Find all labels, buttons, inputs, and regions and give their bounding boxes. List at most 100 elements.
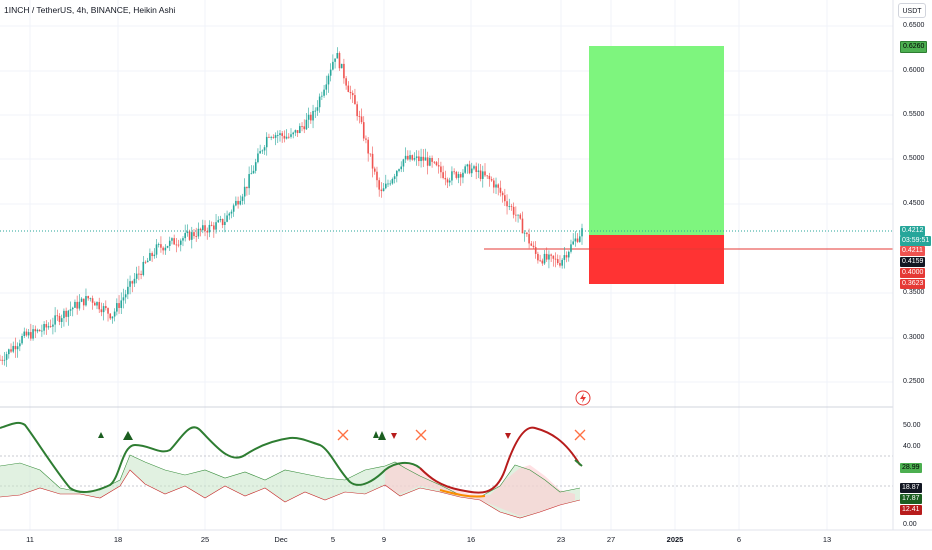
candle-body: [424, 157, 427, 161]
candle-body: [23, 331, 26, 337]
candle-body: [38, 329, 41, 332]
last-price-badge: 0.4212: [900, 226, 926, 236]
candle-body: [140, 273, 142, 275]
candle-body: [384, 183, 387, 189]
candle-body: [111, 316, 114, 319]
candle-body: [52, 324, 54, 327]
candle-body: [543, 253, 546, 264]
candle-body: [210, 224, 213, 226]
candle-body: [581, 228, 583, 237]
candle-body: [0, 359, 1, 361]
candle-body: [54, 315, 56, 325]
candle-body: [508, 206, 511, 207]
candle-body: [407, 155, 409, 160]
candle-body: [486, 175, 489, 177]
candle-body: [464, 166, 466, 173]
candle-body: [12, 345, 15, 352]
candle-body: [268, 136, 270, 138]
indicator-value-badge: 17.87: [900, 494, 922, 504]
candle-body: [265, 136, 268, 148]
candle-body: [376, 171, 378, 181]
candle-body: [532, 245, 535, 248]
candle-body: [49, 326, 52, 327]
candle-body: [349, 91, 352, 94]
candle-body: [202, 225, 204, 231]
price-label: 0.3500: [903, 289, 925, 296]
candle-body: [358, 116, 361, 117]
candle-body: [415, 156, 418, 159]
candle-body: [21, 336, 23, 344]
candle-body: [504, 195, 506, 202]
orange-segment: [439, 489, 486, 498]
candle-body: [426, 157, 429, 166]
candle-body: [215, 222, 217, 230]
candle-body: [120, 300, 123, 308]
candle-body: [272, 137, 275, 138]
sell-signal-icon: [505, 433, 511, 439]
candle-body: [545, 253, 548, 260]
time-label: 25: [200, 535, 210, 544]
candle-body: [208, 224, 211, 233]
candle-body: [3, 359, 6, 361]
candle-body: [175, 244, 178, 246]
candle-body: [523, 232, 526, 234]
candle-body: [413, 158, 416, 160]
candle-body: [248, 174, 250, 189]
candle-body: [451, 171, 453, 181]
candle-body: [190, 232, 193, 240]
candle-body: [314, 110, 317, 112]
candle-body: [221, 219, 224, 226]
candle-body: [179, 240, 182, 245]
candle-body: [116, 303, 118, 312]
price-label: 0.6000: [903, 67, 925, 74]
candle-body: [512, 206, 515, 215]
time-label: 6: [736, 535, 742, 544]
candle-body: [171, 238, 173, 241]
candle-body: [510, 206, 513, 207]
candle-body: [184, 233, 186, 239]
candle-body: [182, 238, 184, 241]
candle-body: [437, 165, 440, 167]
time-label: 27: [606, 535, 616, 544]
candle-body: [259, 151, 261, 154]
candle-body: [442, 172, 444, 178]
candle-body: [495, 184, 497, 188]
candle-body: [25, 331, 28, 336]
candle-body: [56, 315, 59, 317]
candle-body: [164, 247, 167, 251]
candle-body: [285, 136, 288, 139]
candle-body: [475, 166, 477, 172]
candle-body: [287, 136, 290, 138]
candle-body: [307, 114, 310, 120]
candle-body: [534, 247, 537, 254]
stop-price-badge: 0.4000: [900, 268, 926, 278]
candle-body: [521, 218, 524, 234]
candle-body: [122, 297, 125, 301]
candle-body: [391, 178, 394, 184]
candle-body: [118, 303, 120, 308]
candle-body: [296, 130, 299, 133]
candle-body: [105, 306, 107, 309]
candle-body: [89, 298, 92, 300]
currency-button[interactable]: USDT: [898, 3, 926, 18]
indicator-label: 50.00: [903, 422, 921, 429]
candle-body: [270, 137, 272, 138]
candle-body: [448, 180, 451, 183]
candle-body: [327, 75, 330, 85]
candle-body: [294, 130, 297, 133]
candle-body: [82, 298, 85, 306]
candle-body: [138, 273, 140, 275]
indicator-label: 40.00: [903, 443, 921, 450]
candle-body: [431, 157, 433, 162]
candle-body: [113, 311, 116, 317]
candle-body: [91, 298, 94, 303]
candle-body: [281, 133, 283, 136]
candle-body: [517, 214, 519, 216]
candle-body: [409, 155, 411, 160]
candle-body: [574, 238, 577, 242]
candle-body: [572, 241, 574, 245]
candle-body: [135, 273, 138, 279]
candle-body: [63, 310, 65, 319]
candle-body: [274, 135, 277, 138]
